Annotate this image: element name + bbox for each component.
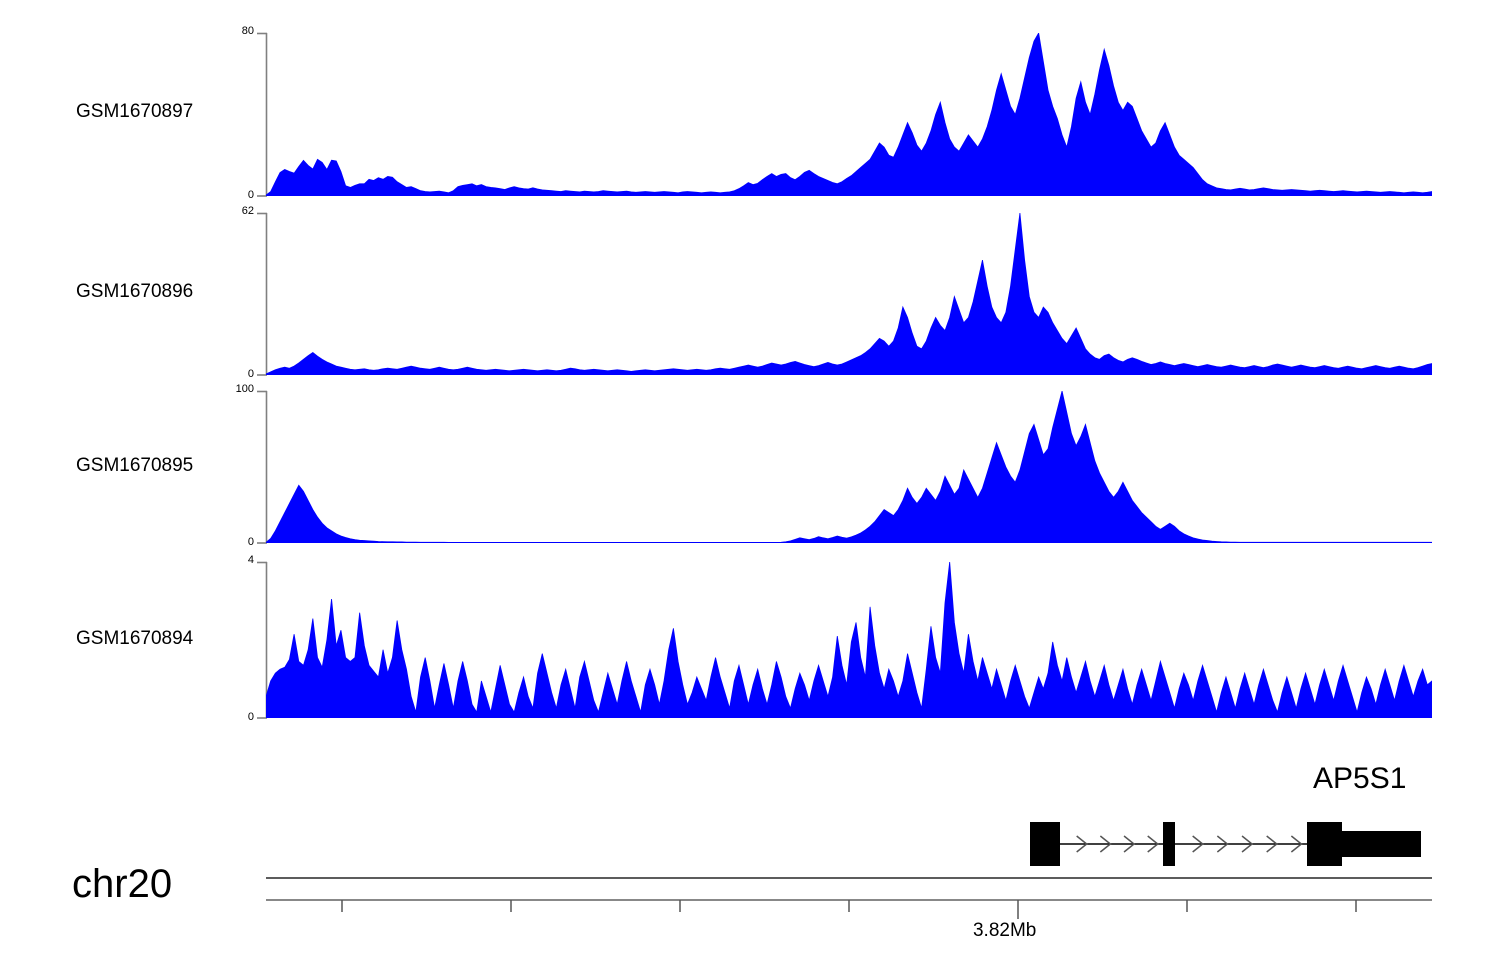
y-axis-bracket-GSM1670897 (256, 32, 268, 197)
gene-annotation-track: AP5S1 (0, 760, 1500, 870)
track-label-GSM1670897: GSM1670897 (76, 101, 194, 123)
y-axis-max-GSM1670894: 4 (247, 554, 254, 566)
track-label-GSM1670896: GSM1670896 (76, 281, 194, 303)
ruler-tick-label: 3.82Mb (972, 920, 1037, 941)
y-axis-bracket-GSM1670894 (256, 561, 268, 719)
y-axis-bracket-GSM1670895 (256, 390, 268, 544)
y-axis-min-GSM1670895: 0 (247, 536, 254, 548)
signal-profile-GSM1670895[interactable] (266, 391, 1432, 543)
y-axis-min-GSM1670896: 0 (247, 368, 254, 380)
track-label-GSM1670895: GSM1670895 (76, 454, 194, 476)
signal-profile-GSM1670897[interactable] (266, 33, 1432, 196)
coordinate-ruler[interactable]: 3.82Mb (0, 872, 1500, 972)
y-axis-min-GSM1670894: 0 (247, 711, 254, 723)
y-axis-bracket-GSM1670896 (256, 212, 268, 376)
y-axis-max-GSM1670897: 80 (241, 25, 254, 37)
gene-name-label[interactable]: AP5S1 (1313, 762, 1407, 795)
signal-profile-GSM1670896[interactable] (266, 213, 1432, 375)
y-axis-max-GSM1670896: 62 (241, 205, 254, 217)
y-axis-max-GSM1670895: 100 (235, 383, 254, 395)
y-axis-min-GSM1670897: 0 (247, 189, 254, 201)
signal-profile-GSM1670894[interactable] (266, 562, 1432, 718)
chromosome-label: chr20 (72, 862, 173, 906)
track-label-GSM1670894: GSM1670894 (76, 627, 194, 649)
